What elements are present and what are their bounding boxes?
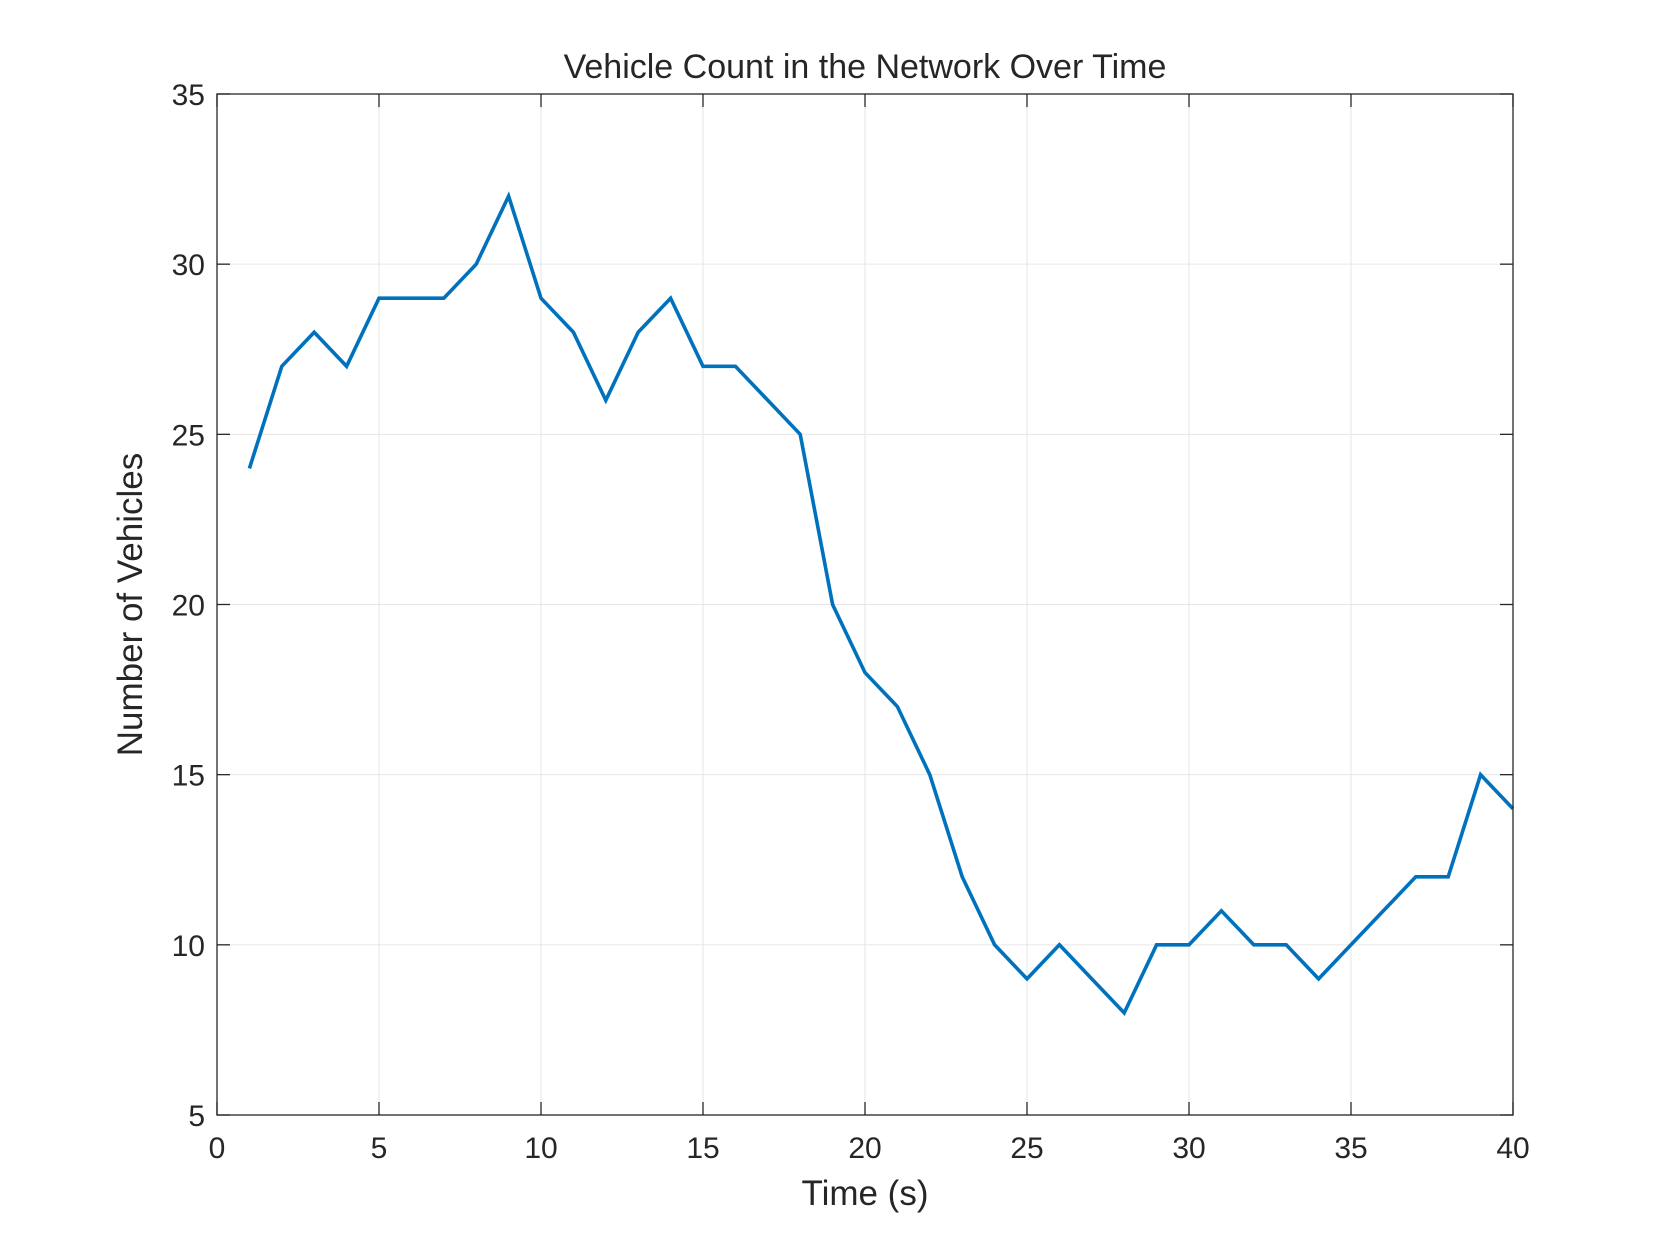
x-tick-label: 25 xyxy=(1010,1132,1043,1165)
x-tick-label: 10 xyxy=(524,1132,557,1165)
y-tick-label: 15 xyxy=(172,760,205,793)
x-tick-label: 30 xyxy=(1172,1132,1205,1165)
chart-title: Vehicle Count in the Network Over Time xyxy=(564,48,1167,86)
axes-box xyxy=(216,93,1514,1116)
x-tick-label: 40 xyxy=(1496,1132,1529,1165)
x-tick-label: 5 xyxy=(371,1132,388,1165)
series-line xyxy=(247,191,1515,1017)
y-tick-label: 25 xyxy=(172,419,205,452)
y-tick-label: 5 xyxy=(188,1100,205,1133)
y-tick-label: 10 xyxy=(172,930,205,963)
y-tick-label: 20 xyxy=(172,590,205,623)
series-group xyxy=(247,191,1515,1017)
x-tick-label: 15 xyxy=(686,1132,719,1165)
x-axis-label: Time (s) xyxy=(801,1174,928,1213)
x-tick-label: 0 xyxy=(209,1132,226,1165)
y-tick-label: 35 xyxy=(172,79,205,112)
y-axis-label: Number of Vehicles xyxy=(111,453,150,756)
x-tick-label: 35 xyxy=(1334,1132,1367,1165)
y-tick-label: 30 xyxy=(172,249,205,282)
x-tick-label: 20 xyxy=(848,1132,881,1165)
